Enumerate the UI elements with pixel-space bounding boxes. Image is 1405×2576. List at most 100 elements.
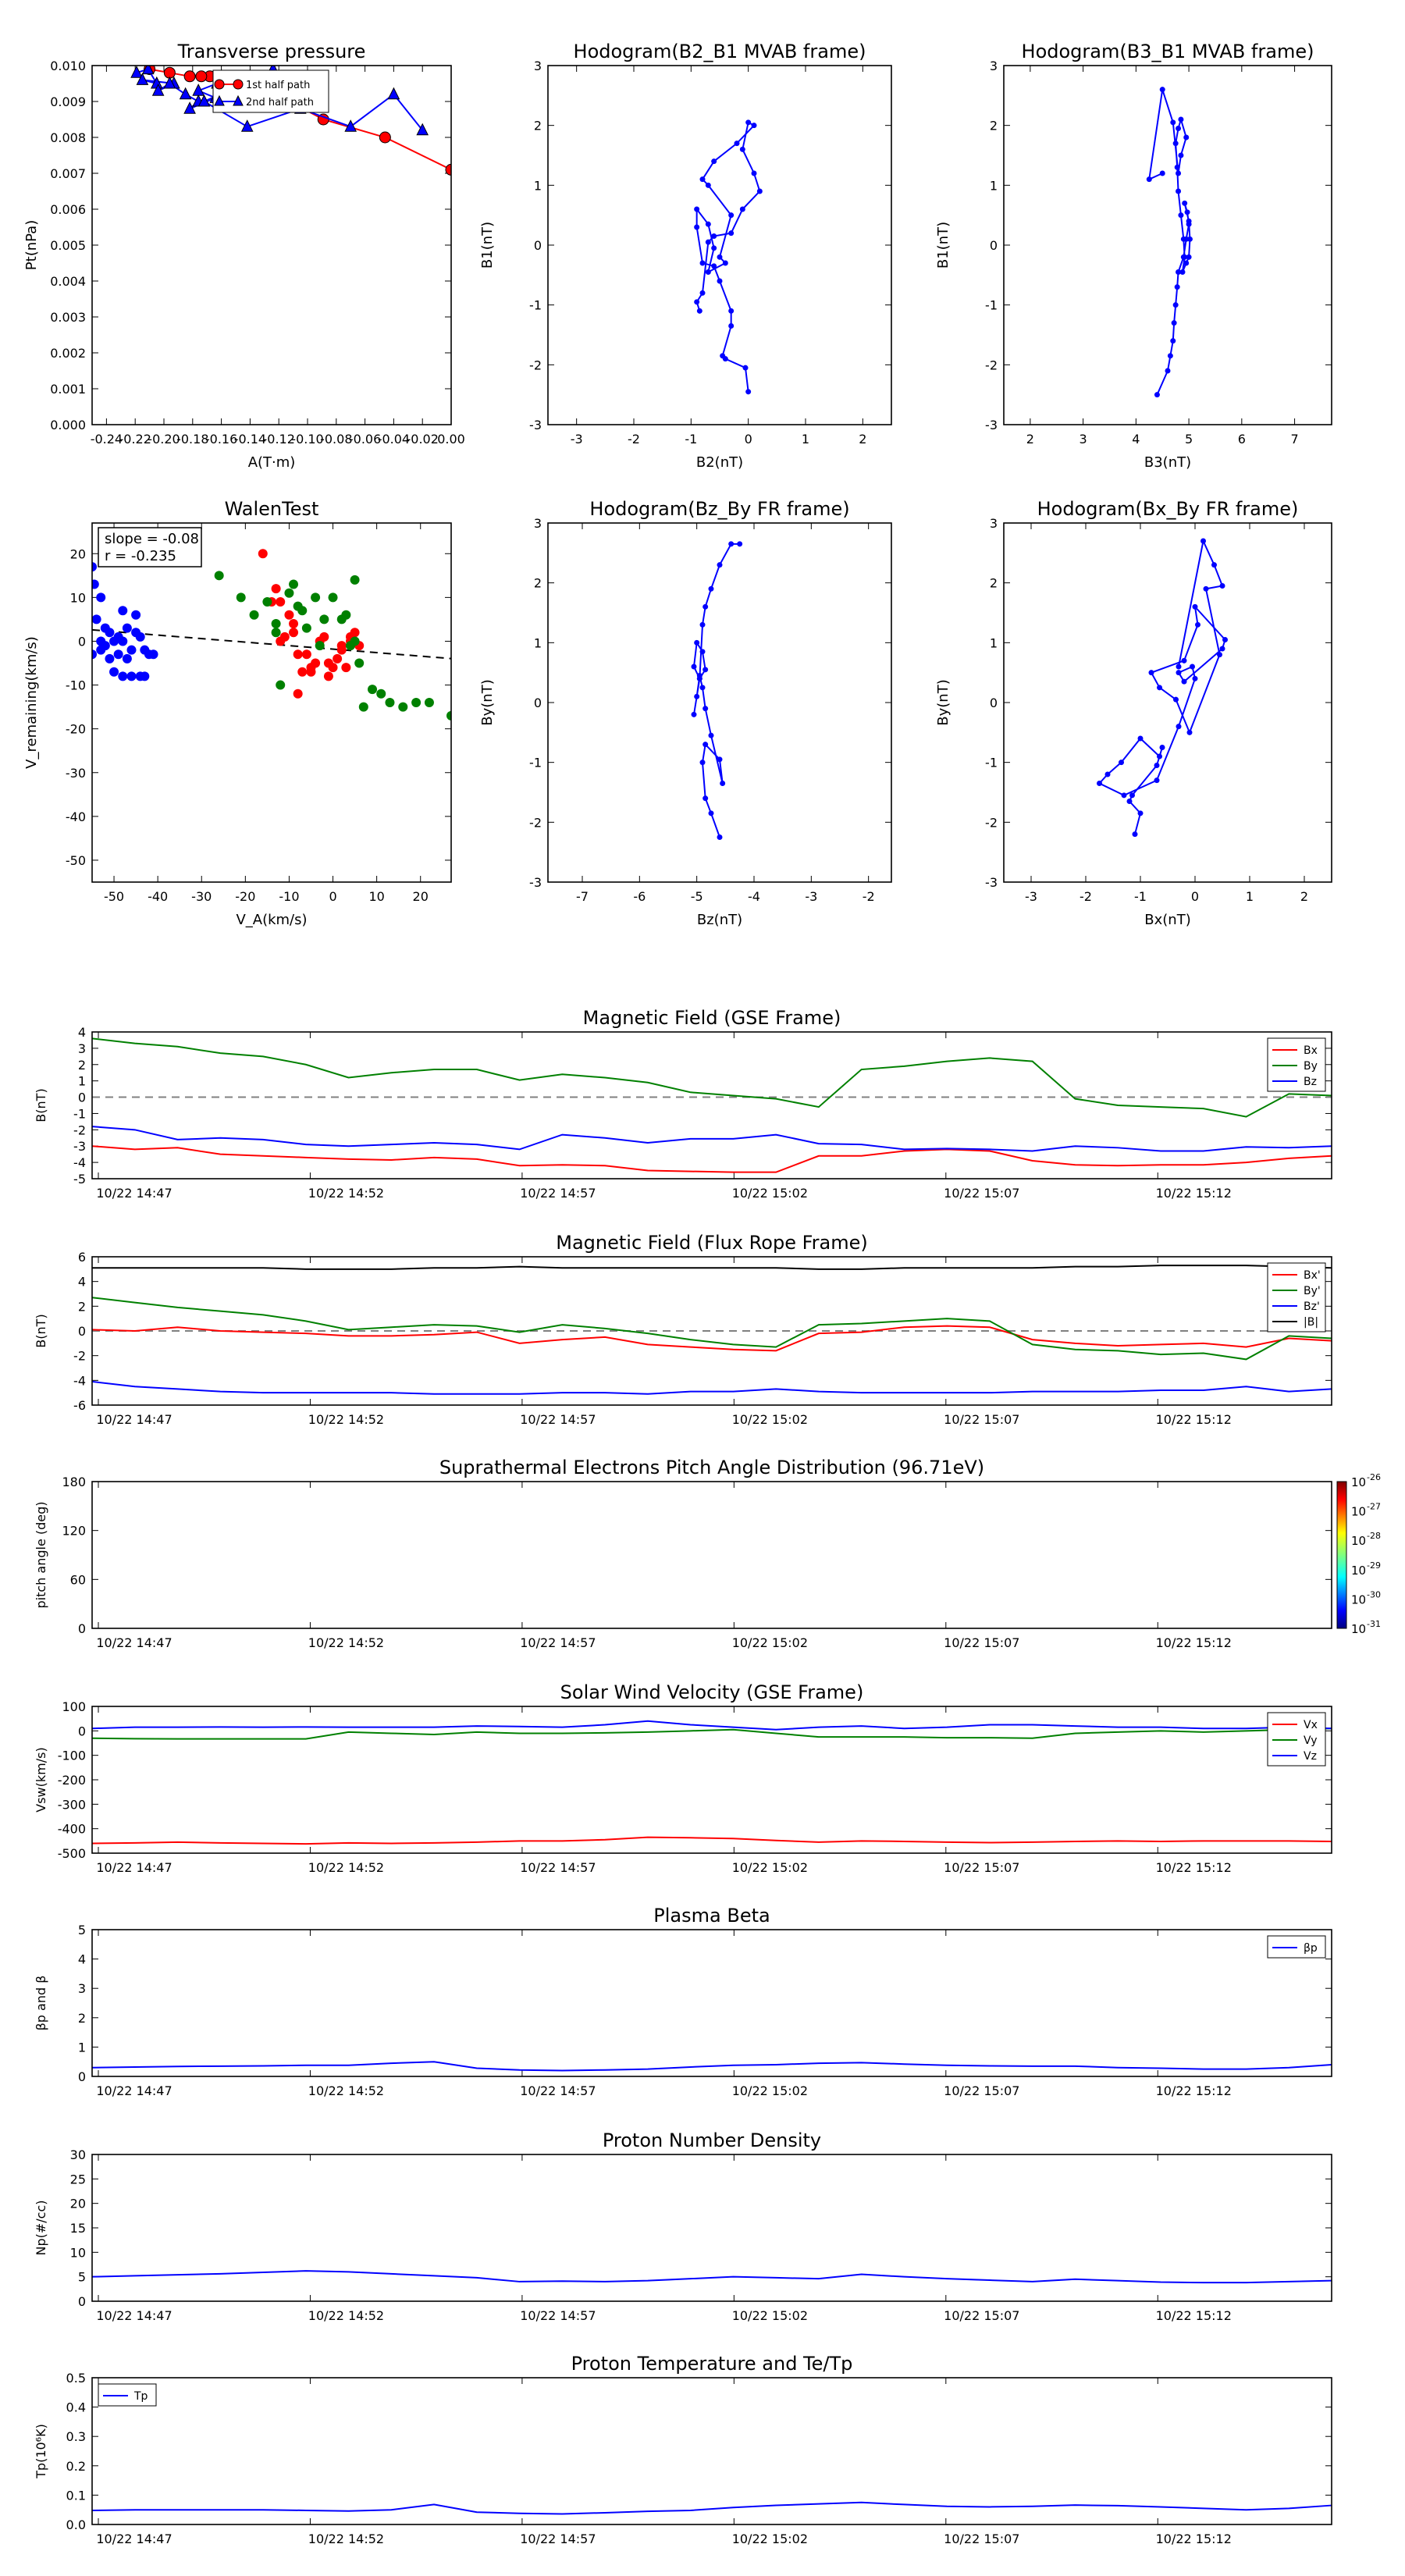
- colorbar: [1336, 1481, 1347, 1629]
- data-point: [1183, 260, 1190, 266]
- x-tick-label: 10/22 14:52: [308, 1186, 384, 1201]
- data-point: [717, 834, 723, 840]
- beta-title: Plasma Beta: [653, 1905, 770, 1927]
- data-point: [387, 87, 400, 100]
- y-axis-label: Vsw(km/s): [34, 1747, 48, 1812]
- x-tick-label: 0: [745, 432, 752, 447]
- data-point: [1182, 200, 1188, 206]
- y-tick-label: -2: [73, 1349, 86, 1364]
- series-line-1: [91, 1297, 1332, 1361]
- series-line-0: [1148, 89, 1191, 396]
- x-tick-label: -2: [863, 889, 875, 904]
- y-tick-label: 1: [990, 635, 998, 650]
- x-tick-label: 10/22 14:52: [308, 1635, 384, 1650]
- data-point: [1119, 760, 1124, 766]
- x-tick-label: 10/22 15:07: [944, 2308, 1019, 2323]
- data-point: [705, 182, 711, 188]
- series-line-0: [91, 1836, 1332, 1845]
- data-point: [751, 170, 757, 176]
- legend-label: 1st half path: [246, 80, 310, 91]
- np-title: Proton Number Density: [603, 2129, 821, 2151]
- y-tick-label: 0.3: [66, 2429, 86, 2444]
- x-tick-label: -0.08: [320, 432, 352, 447]
- y-tick-label: 0.007: [50, 166, 86, 181]
- legend-label: By: [1304, 1060, 1318, 1073]
- y-tick-label: 10: [70, 2245, 86, 2260]
- pad-frame: [91, 1481, 1332, 1629]
- data-point: [1211, 562, 1217, 568]
- data-point: [319, 632, 329, 642]
- data-point: [301, 649, 311, 660]
- data-point: [126, 671, 137, 681]
- h1-panel: Hodogram(B2_B1 MVAB frame) -3 -2 -1 0 1 2 3 -3 -2…: [479, 41, 892, 471]
- data-point: [717, 278, 723, 284]
- y-axis-label: V_remaining(km/s): [23, 636, 40, 769]
- y-tick-label: -20: [66, 722, 86, 737]
- x-axis-label: Bz(nT): [697, 912, 742, 928]
- h4-frame: [1003, 522, 1332, 883]
- x-tick-label: -0.06: [349, 432, 381, 447]
- x-tick-label: 10/22 15:02: [732, 2308, 808, 2323]
- y-axis-label: Pt(nPa): [23, 220, 40, 270]
- x-tick-label: 10: [368, 889, 384, 904]
- data-point: [151, 84, 165, 96]
- x-tick-label: -0.12: [262, 432, 294, 447]
- x-tick-label: -2: [628, 432, 640, 447]
- x-tick-label: 10/22 14:52: [308, 2083, 384, 2098]
- y-tick-label: -3: [985, 875, 998, 890]
- data-point: [1176, 126, 1182, 131]
- y-tick-label: -300: [58, 1797, 86, 1812]
- colorbar-tick-exponent: -30: [1367, 1589, 1381, 1599]
- data-point: [1179, 269, 1186, 275]
- series-line-3: [92, 1265, 1332, 1270]
- data-point: [1137, 810, 1144, 817]
- y-tick-label: 15: [70, 2221, 86, 2236]
- y-tick-label: 1: [78, 2040, 86, 2055]
- legend-label: Tp: [133, 2390, 148, 2403]
- y-tick-label: 100: [62, 1699, 86, 1714]
- y-tick-label: 0.2: [66, 2459, 86, 2474]
- data-point: [756, 188, 763, 194]
- data-point: [350, 575, 360, 585]
- data-point: [311, 658, 321, 668]
- data-point: [728, 541, 735, 547]
- y-tick-label: -500: [58, 1846, 86, 1861]
- x-tick-label: 6: [1238, 432, 1246, 447]
- y-tick-label: 0: [78, 634, 86, 649]
- y-tick-label: -2: [985, 358, 998, 372]
- data-point: [1186, 729, 1193, 735]
- data-point: [1203, 585, 1209, 592]
- data-point: [711, 245, 717, 251]
- data-point: [140, 671, 150, 681]
- x-axis-label: B3(nT): [1144, 454, 1191, 471]
- annotation-text: r = -0.235: [105, 548, 176, 564]
- data-point: [1126, 799, 1133, 804]
- y-tick-label: -3: [529, 418, 542, 432]
- data-point: [122, 623, 132, 633]
- data-point: [739, 146, 745, 152]
- y-tick-label: 6: [78, 1250, 86, 1265]
- y-tick-label: -4: [73, 1155, 86, 1170]
- data-point: [354, 658, 365, 668]
- x-tick-label: 10/22 15:02: [732, 1186, 808, 1201]
- x-tick-label: 10/22 15:12: [1156, 1635, 1232, 1650]
- y-tick-label: 0.5: [66, 2371, 86, 2386]
- data-point: [341, 610, 351, 620]
- data-point: [126, 645, 137, 655]
- h2-panel: Hodogram(B3_B1 MVAB frame) -3 -2 -1 0 1 2 3 2 3 4 5…: [935, 41, 1332, 471]
- data-point: [1219, 646, 1225, 652]
- data-point: [699, 685, 706, 691]
- colorbar-tick-label: 10: [1351, 1505, 1366, 1519]
- data-point: [284, 610, 294, 620]
- y-tick-label: 2: [78, 2011, 86, 2026]
- data-point: [694, 639, 700, 646]
- x-tick-label: 10/22 14:57: [520, 2308, 596, 2323]
- x-tick-label: -7: [576, 889, 589, 904]
- x-tick-label: -0.10: [291, 432, 323, 447]
- y-tick-label: -2: [529, 815, 542, 830]
- series-line-0: [91, 1325, 1332, 1352]
- x-tick-label: 10/22 15:07: [944, 1412, 1019, 1427]
- data-point: [708, 732, 714, 738]
- data-point: [702, 742, 709, 748]
- data-point: [1178, 152, 1184, 158]
